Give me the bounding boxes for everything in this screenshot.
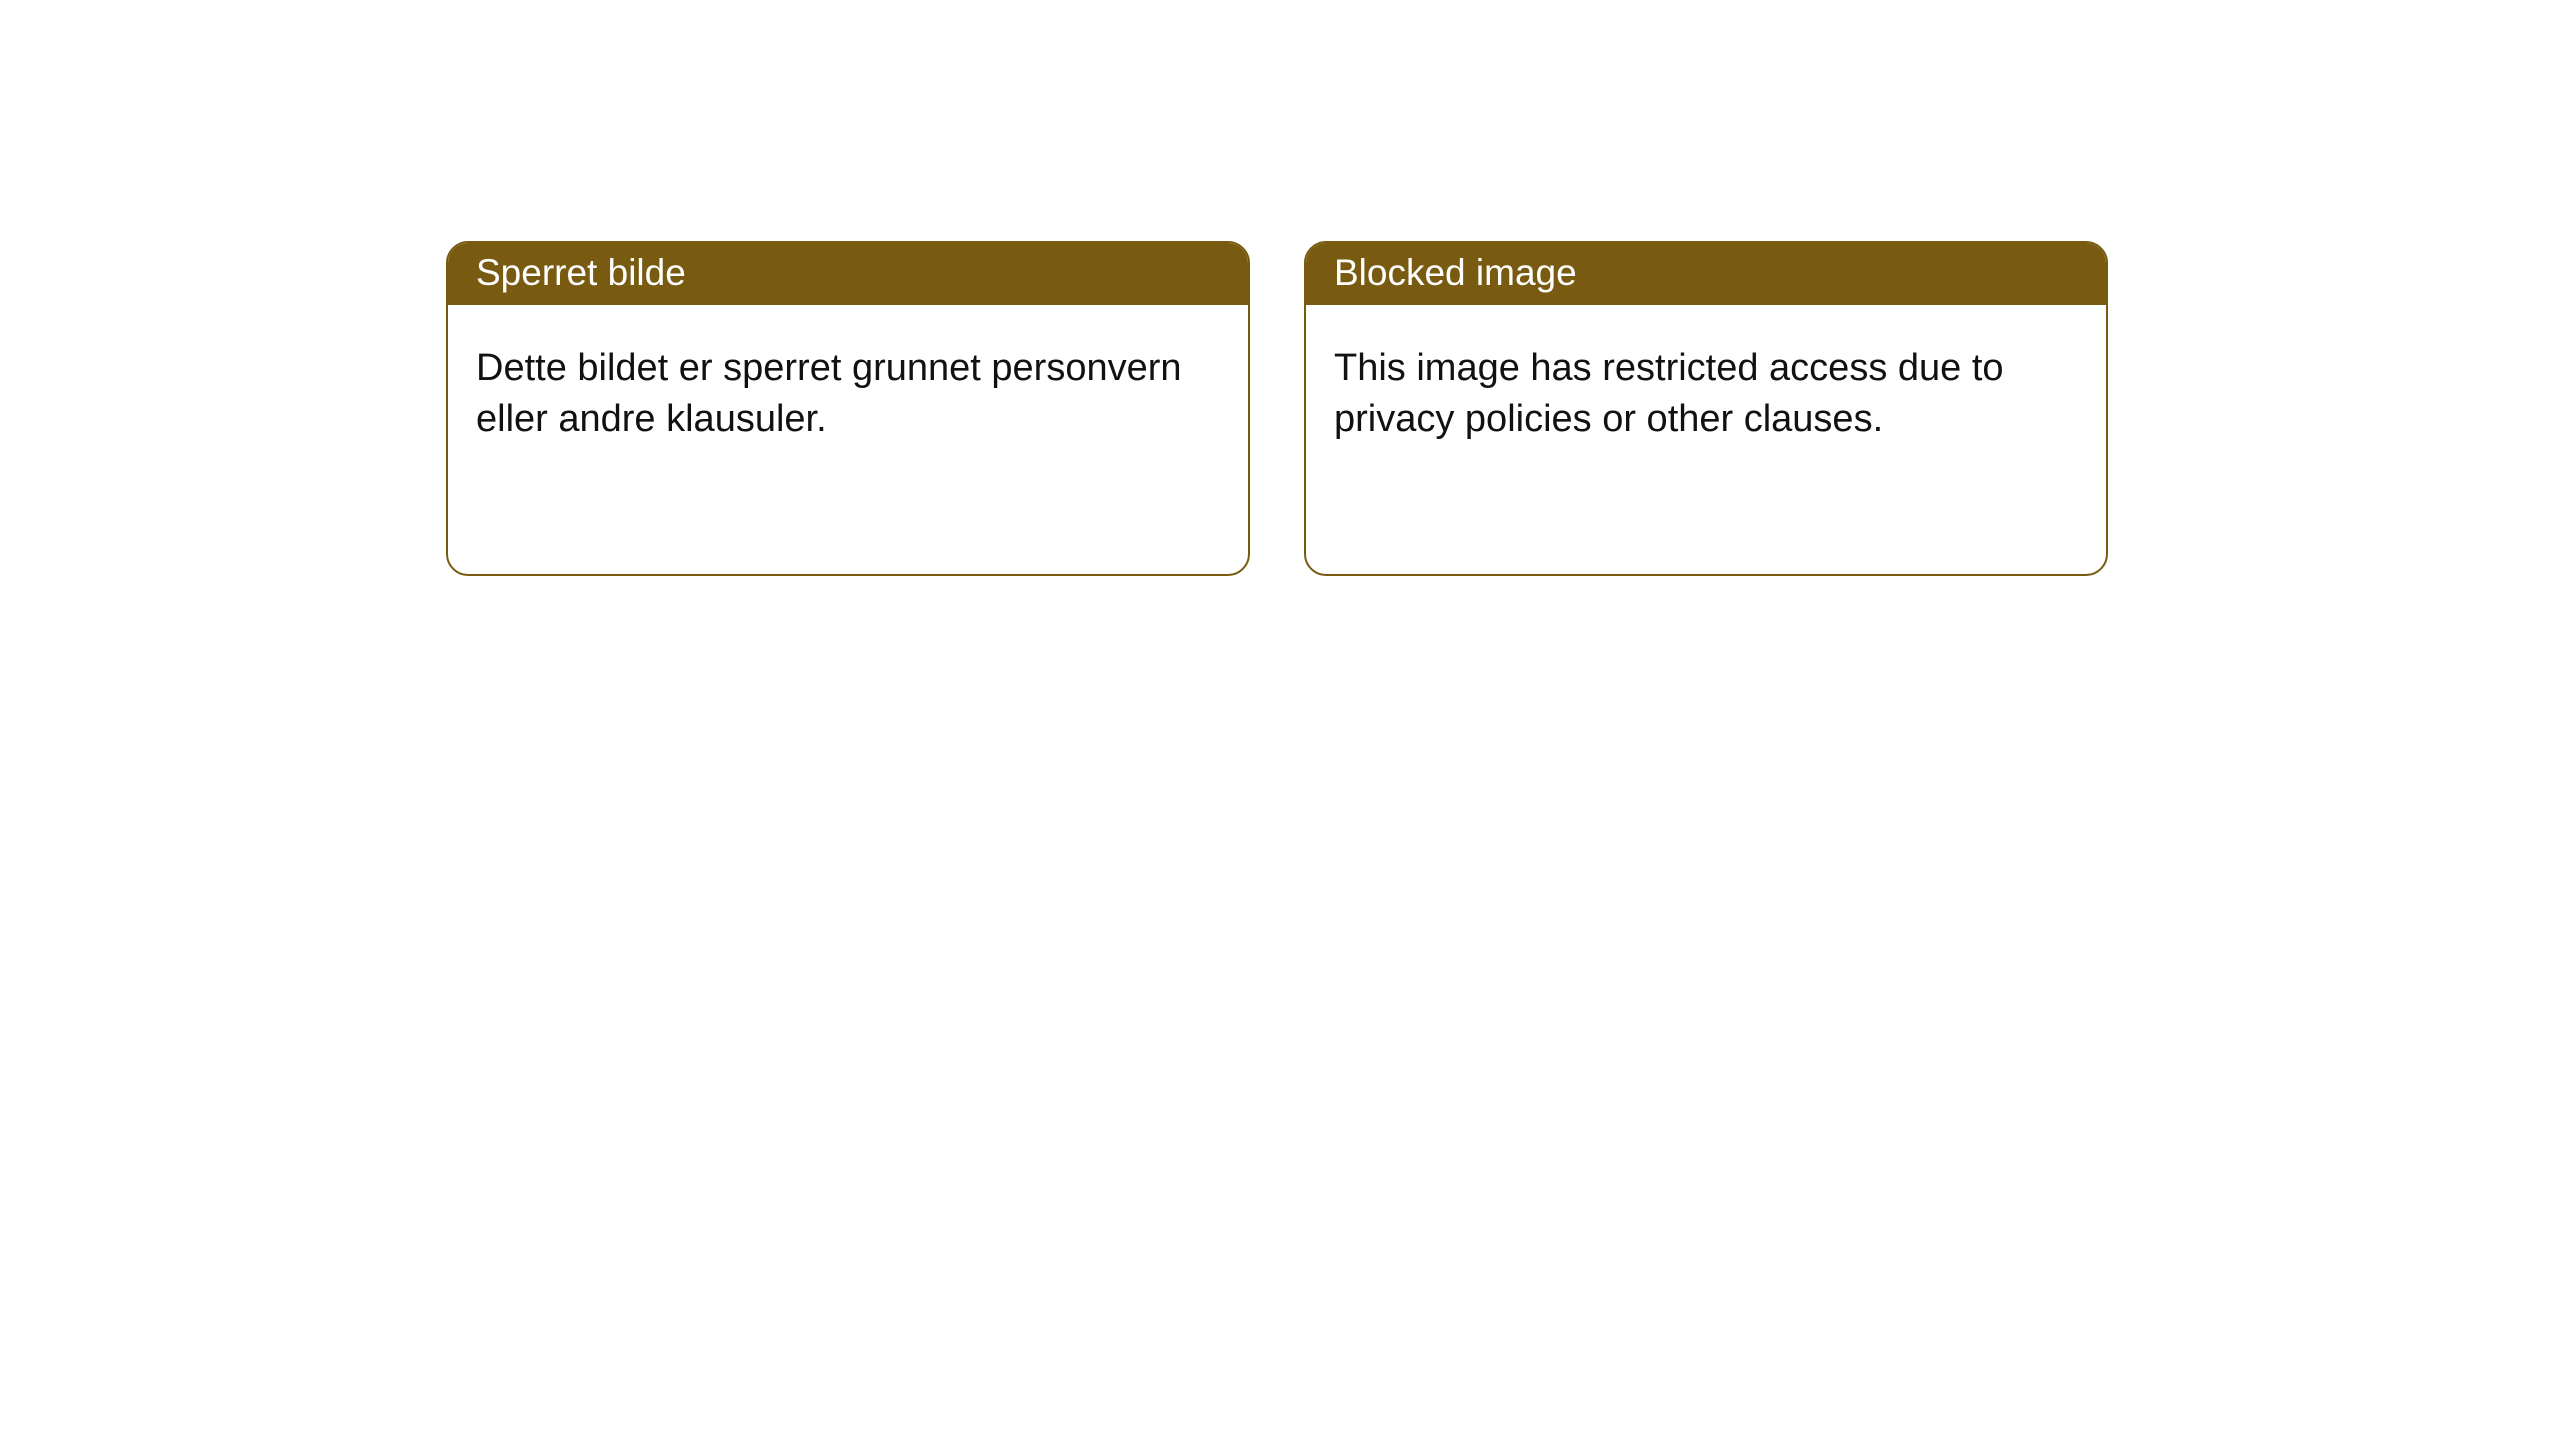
notice-container: Sperret bilde Dette bildet er sperret gr… [0,0,2560,576]
card-header-no: Sperret bilde [448,243,1248,305]
card-body-no: Dette bildet er sperret grunnet personve… [448,305,1248,474]
blocked-image-card-no: Sperret bilde Dette bildet er sperret gr… [446,241,1250,576]
card-header-en: Blocked image [1306,243,2106,305]
card-body-text-en: This image has restricted access due to … [1334,347,2004,440]
card-body-text-no: Dette bildet er sperret grunnet personve… [476,347,1182,440]
card-title-en: Blocked image [1334,252,1577,293]
card-title-no: Sperret bilde [476,252,686,293]
card-body-en: This image has restricted access due to … [1306,305,2106,474]
blocked-image-card-en: Blocked image This image has restricted … [1304,241,2108,576]
